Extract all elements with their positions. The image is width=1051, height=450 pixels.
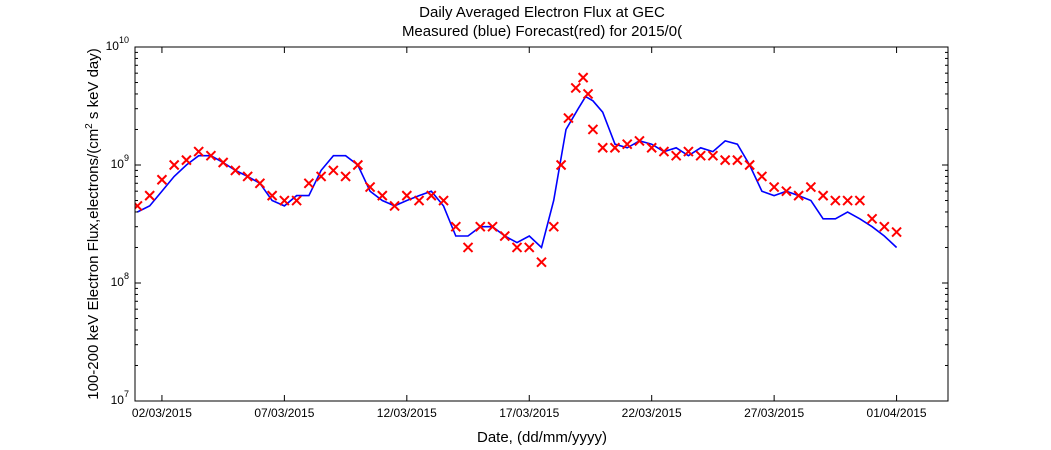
forecast-point (524, 242, 535, 253)
y-axis-label-main: 100-200 keV Electron Flux,electrons/(cm (85, 129, 102, 400)
x-axis-label: Date, (dd/mm/yyyy) (477, 429, 607, 446)
forecast-point (475, 221, 486, 232)
forecast-point (328, 165, 339, 176)
forecast-point (842, 195, 853, 206)
forecast-point (499, 230, 510, 242)
forecast-point (536, 257, 547, 268)
forecast-point (487, 221, 498, 232)
forecast-point (563, 112, 574, 124)
forecast-point (577, 72, 589, 83)
forecast-point (719, 154, 731, 166)
forecast-point (242, 171, 253, 182)
x-tick-label: 17/03/2015 (499, 406, 559, 420)
forecast-point (891, 226, 902, 238)
forecast-point (303, 178, 315, 189)
x-tick-label: 12/03/2015 (377, 406, 437, 420)
forecast-point (582, 88, 594, 100)
forecast-point (352, 159, 364, 171)
forecast-point (634, 135, 645, 147)
forecast-point (670, 150, 682, 161)
forecast-point (315, 171, 327, 182)
y-tick-label-exponent: 9 (124, 153, 129, 163)
forecast-point (756, 171, 768, 182)
forecast-point (817, 190, 829, 201)
x-tick-label: 02/03/2015 (132, 406, 192, 420)
y-tick-label: 107 (111, 389, 129, 407)
y-tick-label: 1010 (106, 35, 129, 53)
forecast-point (364, 181, 376, 193)
forecast-point (511, 242, 523, 253)
forecast-point (279, 195, 290, 206)
forecast-point (193, 146, 204, 157)
forecast-point (230, 165, 241, 176)
forecast-point (291, 195, 302, 206)
y-tick-label: 108 (111, 271, 129, 289)
forecast-point (377, 190, 388, 201)
x-tick-label: 07/03/2015 (254, 406, 314, 420)
forecast-point (205, 150, 217, 161)
forecast-point (793, 190, 804, 201)
forecast-point (254, 178, 266, 189)
forecast-point (879, 221, 890, 232)
y-tick-label-exponent: 7 (124, 389, 129, 399)
forecast-point (805, 181, 817, 193)
x-tick-label: 01/04/2015 (867, 406, 927, 420)
forecast-point (768, 181, 780, 193)
forecast-point (168, 159, 180, 171)
forecast-point (426, 190, 437, 201)
x-tick-label: 27/03/2015 (744, 406, 804, 420)
forecast-point (707, 150, 719, 161)
series-layer (135, 72, 902, 268)
y-axis-label-tail: s keV day) (85, 48, 102, 123)
y-tick-label-base: 10 (111, 157, 125, 171)
forecast-point (401, 190, 413, 201)
y-axis-label: 100-200 keV Electron Flux,electrons/(cm2… (84, 48, 102, 400)
axis-layer: 02/03/2015 07/03/2015 12/03/2015 17/03/2015… (106, 35, 948, 420)
forecast-point (781, 185, 792, 197)
forecast-point (609, 142, 621, 153)
forecast-point (683, 146, 694, 157)
y-tick-label-base: 10 (111, 275, 125, 289)
plot-area (134, 46, 949, 402)
forecast-point (462, 242, 474, 253)
forecast-point (570, 82, 581, 94)
y-tick-label-base: 10 (106, 39, 120, 53)
forecast-point (266, 190, 278, 201)
forecast-point (135, 200, 143, 212)
forecast-point (695, 150, 706, 161)
forecast-point (732, 154, 743, 166)
forecast-point (866, 213, 878, 225)
y-tick-label-base: 10 (111, 393, 125, 407)
forecast-point (854, 195, 866, 206)
forecast-point (548, 221, 559, 232)
y-axis-label-exponent: 2 (84, 123, 95, 129)
forecast-point (658, 146, 670, 157)
y-tick-label-exponent: 8 (124, 271, 129, 281)
forecast-point (438, 195, 449, 206)
forecast-point (340, 171, 351, 182)
forecast-point (744, 159, 755, 171)
forecast-point (587, 124, 599, 135)
y-tick-label: 109 (111, 153, 129, 171)
forecast-point (830, 195, 841, 206)
y-tick-label-exponent: 10 (119, 35, 129, 45)
forecast-point (597, 142, 608, 153)
forecast-point (389, 200, 400, 212)
forecast-point (622, 139, 633, 150)
chart-title: Daily Averaged Electron Flux at GEC (419, 4, 665, 21)
forecast-point (413, 195, 425, 206)
forecast-point (555, 159, 567, 171)
measured-series-line (137, 95, 898, 250)
chart-subtitle: Measured (blue) Forecast(red) for 2015/0… (402, 23, 682, 40)
forecast-point (450, 221, 461, 232)
x-tick-label: 22/03/2015 (622, 406, 682, 420)
forecast-point (217, 157, 229, 168)
forecast-point (144, 190, 155, 201)
forecast-point (646, 142, 657, 153)
forecast-point (181, 154, 192, 166)
forecast-point (156, 174, 168, 185)
